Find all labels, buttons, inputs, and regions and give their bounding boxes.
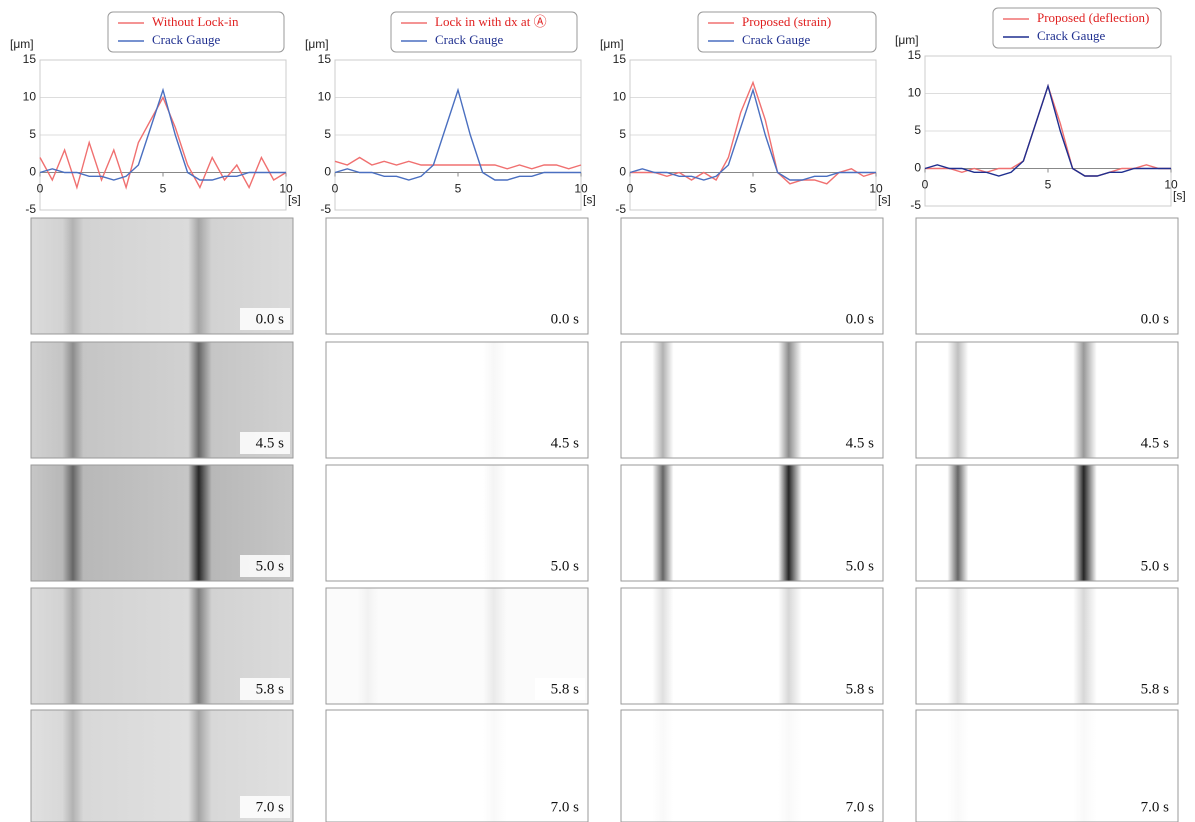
y-tick-label: 5: [29, 127, 36, 141]
time-label: 4.5 s: [846, 435, 875, 451]
y-tick-label: 15: [613, 52, 627, 66]
time-label: 4.5 s: [551, 435, 580, 451]
legend-label: Crack Gauge: [742, 32, 810, 47]
time-label: 5.0 s: [551, 558, 580, 574]
time-label: 0.0 s: [256, 311, 285, 327]
y-tick-label: 0: [324, 165, 331, 179]
y-axis-label: [μm]: [10, 37, 34, 51]
page: {"chart_data": [ {"type": "line", "y_lab…: [0, 0, 1195, 822]
x-tick-label: 0: [922, 178, 929, 192]
time-label: 5.8 s: [1141, 681, 1170, 697]
legend-label: Crack Gauge: [152, 32, 220, 47]
time-label: 7.0 s: [256, 799, 285, 815]
x-tick-label: 5: [750, 182, 757, 196]
time-label: 5.8 s: [551, 681, 580, 697]
x-tick-label: 5: [455, 182, 462, 196]
series-line: [335, 158, 581, 169]
legend-label: Proposed (strain): [742, 14, 831, 29]
time-label: 0.0 s: [846, 311, 875, 327]
y-tick-label: -5: [320, 202, 331, 216]
time-label: 7.0 s: [846, 799, 875, 815]
y-tick-label: 10: [908, 86, 922, 100]
y-tick-label: 10: [613, 90, 627, 104]
figure: 0.0 s 0.0 s 0.0 s 0.0 s 4.5 s 4.5 s 4.5 s 4.5 s…: [0, 0, 1195, 822]
legend-label: Crack Gauge: [1037, 28, 1105, 43]
y-axis-label: [μm]: [895, 33, 919, 47]
x-tick-label: 5: [1045, 178, 1052, 192]
time-label: 0.0 s: [1141, 311, 1170, 327]
x-axis-label: [s]: [583, 193, 596, 207]
y-tick-label: 15: [908, 48, 922, 62]
legend-label: Crack Gauge: [435, 32, 503, 47]
time-label: 5.8 s: [846, 681, 875, 697]
x-tick-label: 5: [160, 182, 167, 196]
x-axis-label: [s]: [288, 193, 301, 207]
time-label: 4.5 s: [1141, 435, 1170, 451]
time-label: 4.5 s: [256, 435, 285, 451]
y-tick-label: 15: [23, 52, 37, 66]
time-label: 5.8 s: [256, 681, 285, 697]
y-tick-label: 0: [29, 165, 36, 179]
y-tick-label: -5: [615, 202, 626, 216]
time-label: 7.0 s: [551, 799, 580, 815]
y-axis-label: [μm]: [305, 37, 329, 51]
y-tick-label: 5: [619, 127, 626, 141]
y-tick-label: 0: [619, 165, 626, 179]
y-tick-label: 10: [318, 90, 332, 104]
y-tick-label: 10: [23, 90, 37, 104]
legend-label: Without Lock-in: [152, 14, 239, 29]
time-label: 7.0 s: [1141, 799, 1170, 815]
x-axis-label: [s]: [1173, 189, 1186, 203]
time-label: 5.0 s: [1141, 558, 1170, 574]
time-label: 5.0 s: [846, 558, 875, 574]
legend-label: Proposed (deflection): [1037, 10, 1149, 25]
x-tick-label: 0: [332, 182, 339, 196]
y-tick-label: 5: [914, 123, 921, 137]
y-axis-label: [μm]: [600, 37, 624, 51]
x-axis-label: [s]: [878, 193, 891, 207]
y-tick-label: 0: [914, 161, 921, 175]
y-tick-label: -5: [25, 202, 36, 216]
x-tick-label: 0: [37, 182, 44, 196]
time-label: 5.0 s: [256, 558, 285, 574]
y-tick-label: 15: [318, 52, 332, 66]
legend-label: Lock in with dx at Ⓐ: [435, 14, 547, 29]
y-tick-label: -5: [910, 198, 921, 212]
time-label: 0.0 s: [551, 311, 580, 327]
y-tick-label: 5: [324, 127, 331, 141]
x-tick-label: 0: [627, 182, 634, 196]
